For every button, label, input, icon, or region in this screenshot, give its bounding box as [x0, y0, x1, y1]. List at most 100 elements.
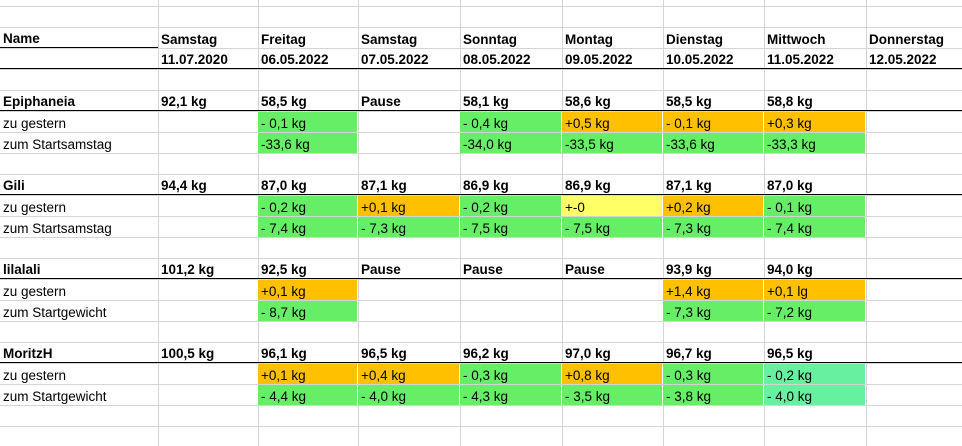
- diff-cell[interactable]: [562, 280, 663, 300]
- total-diff-cell[interactable]: [158, 133, 258, 153]
- weight-cell[interactable]: [866, 343, 962, 363]
- weight-cell[interactable]: 58,6 kg: [562, 91, 663, 111]
- weight-cell[interactable]: [866, 259, 962, 279]
- header-date-cell[interactable]: 07.05.2022: [358, 49, 460, 69]
- header-date-cell[interactable]: 08.05.2022: [460, 49, 562, 69]
- weight-cell[interactable]: 87,0 kg: [764, 175, 866, 195]
- header-day-cell[interactable]: Samstag: [361, 32, 418, 47]
- row-label-cell[interactable]: zu gestern: [3, 200, 67, 215]
- total-diff-cell[interactable]: - 4,0 kg: [358, 385, 459, 405]
- weight-cell[interactable]: [866, 91, 962, 111]
- total-diff-cell[interactable]: -33,3 kg: [764, 133, 865, 153]
- row-label-cell[interactable]: zum Startsamstag: [3, 221, 112, 236]
- total-diff-cell[interactable]: - 4,4 kg: [258, 385, 357, 405]
- header-date-cell[interactable]: 10.05.2022: [663, 49, 764, 69]
- diff-cell[interactable]: +0,1 kg: [358, 196, 459, 216]
- weight-cell[interactable]: Pause: [562, 259, 663, 279]
- header-day-cell[interactable]: Samstag: [161, 32, 218, 47]
- weight-cell[interactable]: 100,5 kg: [158, 343, 258, 363]
- row-label-cell[interactable]: zu gestern: [3, 368, 67, 383]
- total-diff-cell[interactable]: [866, 385, 962, 405]
- weight-cell[interactable]: 58,5 kg: [663, 91, 764, 111]
- weight-cell[interactable]: Pause: [358, 259, 460, 279]
- weight-cell[interactable]: 87,0 kg: [258, 175, 358, 195]
- weight-cell[interactable]: Pause: [460, 259, 562, 279]
- total-diff-cell[interactable]: - 7,2 kg: [764, 301, 865, 321]
- person-name-cell[interactable]: Gili: [0, 175, 158, 195]
- header-day-cell[interactable]: Donnerstag: [869, 32, 945, 47]
- diff-cell[interactable]: +0,8 kg: [562, 364, 662, 384]
- total-diff-cell[interactable]: [158, 385, 258, 405]
- total-diff-cell[interactable]: [460, 301, 562, 321]
- row-label-cell[interactable]: zum Startgewicht: [3, 389, 107, 404]
- diff-cell[interactable]: [866, 364, 962, 384]
- total-diff-cell[interactable]: - 4,3 kg: [460, 385, 561, 405]
- diff-cell[interactable]: - 0,1 kg: [258, 112, 357, 132]
- total-diff-cell[interactable]: [158, 217, 258, 237]
- total-diff-cell[interactable]: - 7,4 kg: [258, 217, 357, 237]
- diff-cell[interactable]: [358, 112, 460, 132]
- diff-cell[interactable]: - 0,3 kg: [663, 364, 763, 384]
- diff-cell[interactable]: +0,5 kg: [562, 112, 662, 132]
- weight-cell[interactable]: 92,1 kg: [158, 91, 258, 111]
- diff-cell[interactable]: - 0,2 kg: [258, 196, 357, 216]
- total-diff-cell[interactable]: -33,6 kg: [258, 133, 357, 153]
- header-date-cell[interactable]: 06.05.2022: [258, 49, 358, 69]
- diff-cell[interactable]: [866, 112, 962, 132]
- diff-cell[interactable]: - 0,1 kg: [764, 196, 865, 216]
- diff-cell[interactable]: +-0: [562, 196, 662, 216]
- row-label-cell[interactable]: zu gestern: [3, 284, 67, 299]
- weight-cell[interactable]: 87,1 kg: [663, 175, 764, 195]
- total-diff-cell[interactable]: - 7,5 kg: [562, 217, 662, 237]
- diff-cell[interactable]: +0,3 kg: [764, 112, 865, 132]
- diff-cell[interactable]: [158, 112, 258, 132]
- weight-cell[interactable]: 96,1 kg: [258, 343, 358, 363]
- weight-cell[interactable]: 94,4 kg: [158, 175, 258, 195]
- total-diff-cell[interactable]: -34,0 kg: [460, 133, 561, 153]
- header-day-cell[interactable]: Montag: [565, 32, 613, 47]
- header-name-cell[interactable]: Name: [0, 28, 158, 48]
- weight-cell[interactable]: [866, 175, 962, 195]
- weight-cell[interactable]: 87,1 kg: [358, 175, 460, 195]
- header-day-cell[interactable]: Mittwoch: [767, 32, 826, 47]
- total-diff-cell[interactable]: - 7,3 kg: [358, 217, 459, 237]
- weight-cell[interactable]: 58,5 kg: [258, 91, 358, 111]
- total-diff-cell[interactable]: - 7,5 kg: [460, 217, 561, 237]
- total-diff-cell[interactable]: - 4,0 kg: [764, 385, 865, 405]
- row-label-cell[interactable]: zum Startsamstag: [3, 137, 112, 152]
- diff-cell[interactable]: [158, 280, 258, 300]
- total-diff-cell[interactable]: - 7,3 kg: [663, 301, 763, 321]
- diff-cell[interactable]: [866, 280, 962, 300]
- diff-cell[interactable]: - 0,3 kg: [460, 364, 561, 384]
- weight-cell[interactable]: 96,2 kg: [460, 343, 562, 363]
- total-diff-cell[interactable]: [866, 301, 962, 321]
- row-label-cell[interactable]: zu gestern: [3, 116, 67, 131]
- person-name-cell[interactable]: Epiphaneia: [0, 91, 158, 111]
- diff-cell[interactable]: +0,1 kg: [258, 364, 357, 384]
- person-name-cell[interactable]: MoritzH: [0, 343, 158, 363]
- header-day-cell[interactable]: Dienstag: [666, 32, 724, 47]
- weight-cell[interactable]: Pause: [358, 91, 460, 111]
- diff-cell[interactable]: - 0,1 kg: [663, 112, 763, 132]
- total-diff-cell[interactable]: -33,5 kg: [562, 133, 662, 153]
- weight-cell[interactable]: 96,5 kg: [358, 343, 460, 363]
- header-date-cell[interactable]: 11.07.2020: [158, 49, 258, 69]
- diff-cell[interactable]: - 0,2 kg: [460, 196, 561, 216]
- weight-cell[interactable]: 92,5 kg: [258, 259, 358, 279]
- diff-cell[interactable]: +0,1 kg: [258, 280, 357, 300]
- diff-cell[interactable]: [158, 196, 258, 216]
- weight-cell[interactable]: 93,9 kg: [663, 259, 764, 279]
- total-diff-cell[interactable]: - 3,8 kg: [663, 385, 763, 405]
- total-diff-cell[interactable]: -33,6 kg: [663, 133, 763, 153]
- diff-cell[interactable]: [358, 280, 460, 300]
- total-diff-cell[interactable]: [158, 301, 258, 321]
- total-diff-cell[interactable]: [358, 133, 460, 153]
- total-diff-cell[interactable]: - 7,4 kg: [764, 217, 865, 237]
- diff-cell[interactable]: +0,4 kg: [358, 364, 459, 384]
- diff-cell[interactable]: - 0,4 kg: [460, 112, 561, 132]
- header-date-cell[interactable]: 11.05.2022: [764, 49, 866, 69]
- weight-cell[interactable]: 58,1 kg: [460, 91, 562, 111]
- weight-cell[interactable]: 97,0 kg: [562, 343, 663, 363]
- diff-cell[interactable]: [158, 364, 258, 384]
